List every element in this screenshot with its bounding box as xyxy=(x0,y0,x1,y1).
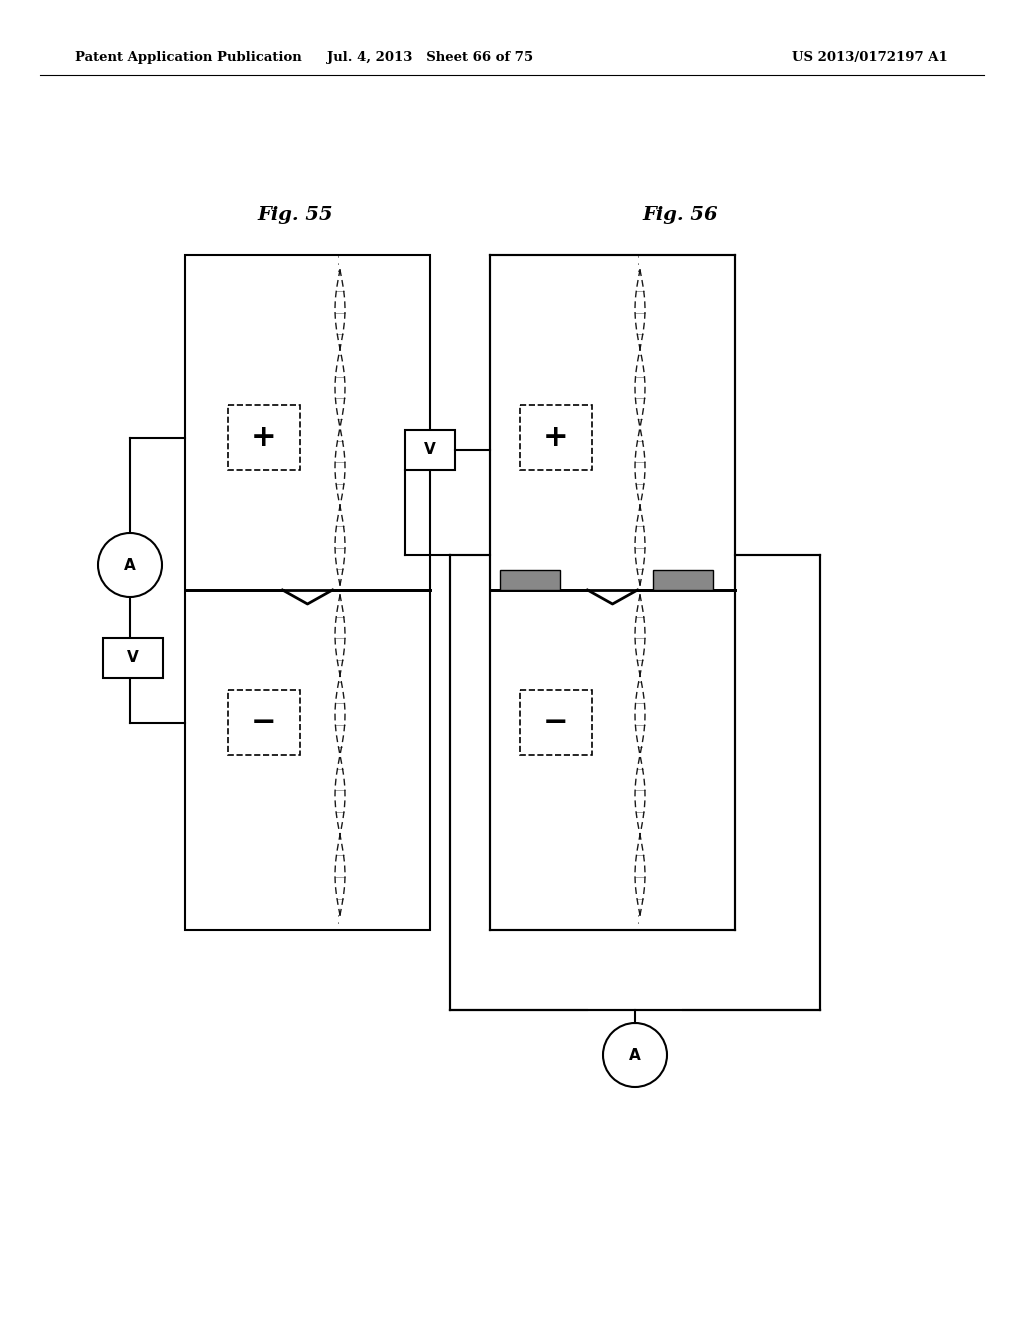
Bar xyxy=(228,405,300,470)
Circle shape xyxy=(98,533,162,597)
Text: +: + xyxy=(251,422,276,451)
Text: +: + xyxy=(543,422,568,451)
Text: US 2013/0172197 A1: US 2013/0172197 A1 xyxy=(793,50,948,63)
Text: Fig. 55: Fig. 55 xyxy=(257,206,333,224)
Text: V: V xyxy=(424,442,436,458)
Text: A: A xyxy=(629,1048,641,1063)
Text: V: V xyxy=(127,651,139,665)
Text: · · ·: · · · xyxy=(335,253,345,272)
Text: −: − xyxy=(251,708,276,737)
Circle shape xyxy=(603,1023,667,1086)
Text: Fig. 56: Fig. 56 xyxy=(642,206,718,224)
Bar xyxy=(228,690,300,755)
Text: · · ·: · · · xyxy=(635,913,645,931)
Bar xyxy=(652,570,713,590)
Bar xyxy=(520,690,592,755)
Bar xyxy=(406,430,455,470)
Text: −: − xyxy=(544,708,568,737)
Text: · · ·: · · · xyxy=(335,913,345,931)
Text: Patent Application Publication: Patent Application Publication xyxy=(75,50,302,63)
Text: A: A xyxy=(124,557,136,573)
Bar xyxy=(490,256,734,929)
Text: Jul. 4, 2013   Sheet 66 of 75: Jul. 4, 2013 Sheet 66 of 75 xyxy=(327,50,534,63)
Bar xyxy=(185,255,430,931)
Bar xyxy=(500,570,560,590)
Bar xyxy=(103,638,163,678)
Bar xyxy=(520,405,592,470)
Text: · · ·: · · · xyxy=(635,253,645,272)
